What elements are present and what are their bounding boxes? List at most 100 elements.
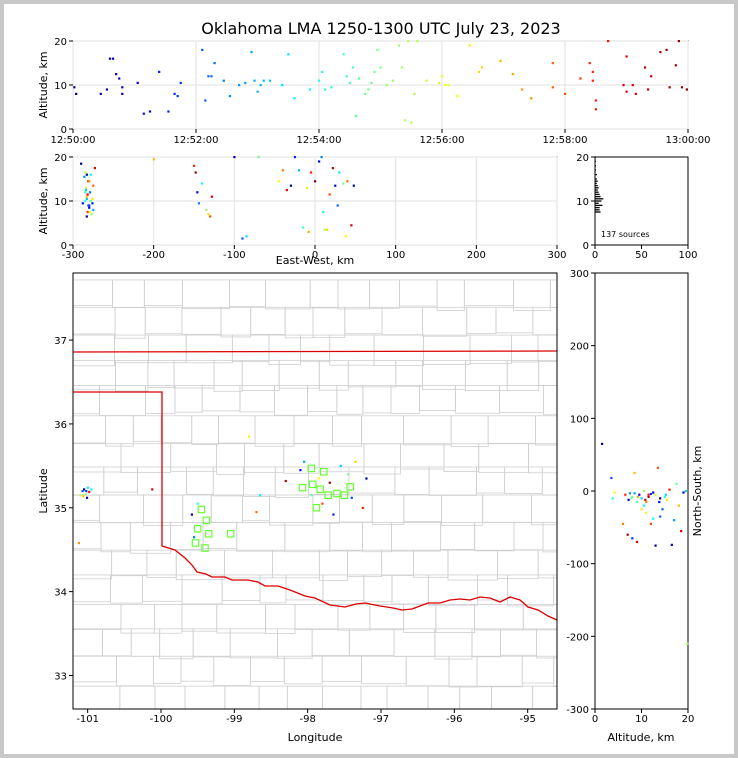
northsouth-altitude-ylabel: North-South, km [691,446,704,537]
source-point [121,86,124,89]
source-point [630,497,633,500]
eastwest-tick-label: 100 [386,250,405,261]
source-point [410,121,413,124]
source-point [640,497,643,500]
eastwest-tick-label: 200 [467,250,486,261]
lma-station-marker [202,516,211,525]
northsouth-tick-label: -300 [566,705,589,716]
lma-station-marker [226,529,235,538]
source-point [89,173,92,176]
source-point [85,496,89,499]
time-tick-label: 12:50:00 [51,135,96,146]
time-tick-label: 12:58:00 [543,135,588,146]
source-point [193,536,196,539]
county-boundary [541,466,557,496]
source-point [314,180,317,183]
lma-station-marker [333,489,341,498]
map-ylabel: Latitude [37,468,50,514]
source-point [633,471,636,475]
source-point [201,182,204,185]
source-point [86,193,89,196]
longitude-tick-label: -100 [150,714,173,725]
source-point [228,95,232,98]
source-point [136,81,139,84]
source-point [652,491,655,494]
source-point [342,182,345,185]
source-point [347,473,350,476]
source-point [649,492,652,496]
source-point [331,167,334,170]
altitude-time-ticks: 12:50:00 12:52:00 12:54:00 12:56:00 12:58:00… [51,37,711,146]
source-point [142,112,145,115]
altitude-tick-label: 10 [635,714,648,725]
source-point [650,75,653,78]
source-point [73,86,76,89]
lma-stations [191,464,355,552]
source-point [346,180,349,183]
latitude-tick-label: 37 [54,336,67,347]
lma-station-marker [324,491,333,499]
source-point [259,84,262,87]
source-point [293,97,296,100]
map-xlabel: Longitude [288,731,343,744]
source-point [348,81,351,84]
altitude-histogram-panel: 0 50 100 0 10 20 137 sources [576,153,697,261]
source-point [93,167,96,170]
source-point [332,513,335,516]
source-point [173,92,176,95]
source-point [84,189,88,192]
lma-station-marker [298,483,307,492]
source-point [89,200,92,203]
source-point [85,197,88,200]
altitude-time-points [73,40,688,124]
source-point [81,490,84,493]
altitude-tick-label: 10 [54,81,67,92]
oklahoma-border-line [73,391,557,621]
source-point [530,97,533,100]
source-point [281,169,284,172]
source-point [354,114,358,117]
source-point [633,492,636,495]
lma-station-marker [201,544,209,552]
lma-figure-svg: Oklahoma LMA 1250-1300 UTC July 23, 2023… [37,19,711,744]
source-point [91,197,94,200]
plan-view-points [77,435,368,545]
time-tick-label: 12:56:00 [420,135,465,146]
source-point [642,504,646,507]
plan-view-map-panel: -101 -100 -99 -98 -97 -96 -95 33 34 35 36 37 Latitu… [37,272,558,744]
source-point [255,510,258,514]
source-point [654,493,657,496]
source-point [658,500,661,504]
source-point [268,79,271,82]
source-point [447,84,450,87]
source-point [579,77,582,80]
source-point [244,81,247,84]
altitude-histogram-ticks: 0 50 100 0 10 20 [576,153,697,261]
latitude-tick-label: 36 [54,420,67,431]
source-point [621,522,625,525]
source-point [305,186,309,189]
source-point [610,476,613,480]
northsouth-tick-label: -200 [566,632,589,643]
source-point [328,481,331,484]
source-point [364,92,367,95]
source-point [196,191,199,194]
source-point [301,226,305,229]
source-point [647,493,650,496]
source-point [90,213,93,216]
source-point [210,195,213,198]
source-point [88,180,91,183]
source-point [645,500,648,504]
source-point [330,86,333,89]
source-point [638,493,641,496]
source-point [108,57,112,60]
longitude-tick-label: -99 [226,714,242,725]
source-point [668,86,671,89]
source-point [441,75,444,78]
altitude-time-grid [72,40,689,130]
source-point [425,79,428,82]
source-point [680,86,684,89]
source-point [190,513,193,516]
altitude-eastwest-points [80,156,355,240]
source-point [307,230,310,233]
